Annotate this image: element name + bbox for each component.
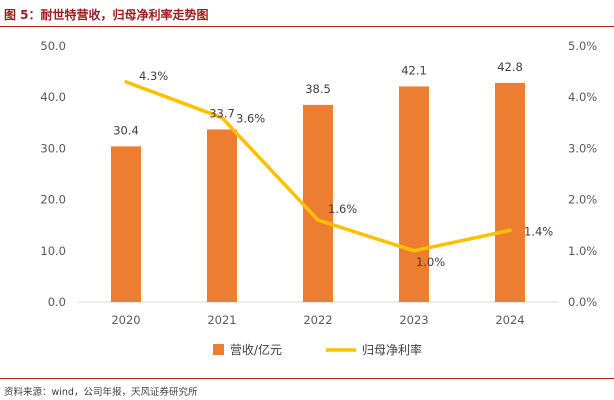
line-data-label: 1.6% — [328, 202, 357, 216]
y-right-tick-label: 1.0% — [568, 244, 597, 258]
bar-revenue — [111, 146, 141, 302]
x-tick-label: 2024 — [495, 313, 524, 327]
y-left-tick-label: 30.0 — [40, 141, 66, 155]
source-divider — [0, 378, 614, 379]
bar-data-label: 33.7 — [209, 106, 235, 120]
combo-chart: 0.0 10.0 20.0 30.0 40.0 50.0 0.0% 1.0% 2.0% 3.0% 4… — [40, 39, 597, 357]
y-right-tick-label: 3.0% — [568, 141, 597, 155]
bar-revenue — [495, 82, 525, 302]
line-data-label: 4.3% — [139, 69, 168, 83]
line-data-label: 1.0% — [416, 255, 445, 269]
line-data-label: 1.4% — [524, 224, 553, 238]
x-tick-label: 2020 — [111, 313, 140, 327]
y-right-tick-label: 4.0% — [568, 90, 597, 104]
y-right-tick-label: 2.0% — [568, 193, 597, 207]
bar-data-label: 42.8 — [497, 60, 523, 74]
bar-revenue — [303, 104, 333, 302]
line-net-margin — [124, 80, 512, 253]
y-left-tick-label: 50.0 — [40, 39, 66, 53]
x-tick-label: 2023 — [399, 313, 428, 327]
x-tick-label: 2022 — [303, 313, 332, 327]
bar-data-label: 42.1 — [401, 63, 427, 77]
y-left-tick-label: 0.0 — [48, 295, 66, 309]
y-left-tick-label: 10.0 — [40, 244, 66, 258]
y-right-tick-label: 5.0% — [568, 39, 597, 53]
bar-data-label: 30.4 — [113, 123, 139, 137]
legend-label-net-margin: 归母净利率 — [362, 342, 422, 357]
x-tick-label: 2021 — [207, 313, 236, 327]
line-data-label: 3.6% — [236, 112, 265, 126]
y-left-tick-label: 40.0 — [40, 90, 66, 104]
source-note: 资料来源：wind，公司年报，天风证券研究所 — [4, 387, 198, 398]
y-left-tick-label: 20.0 — [40, 193, 66, 207]
bar-revenue — [207, 129, 237, 302]
bar-revenue — [399, 86, 429, 302]
legend-label-revenue: 营收/亿元 — [230, 342, 282, 357]
bar-data-label: 38.5 — [305, 82, 331, 96]
legend-swatch-revenue — [213, 344, 224, 355]
chart-title: 图 5：耐世特营收，归母净利率走势图 — [4, 8, 209, 22]
y-right-tick-label: 0.0% — [568, 295, 597, 309]
title-divider — [0, 26, 614, 27]
